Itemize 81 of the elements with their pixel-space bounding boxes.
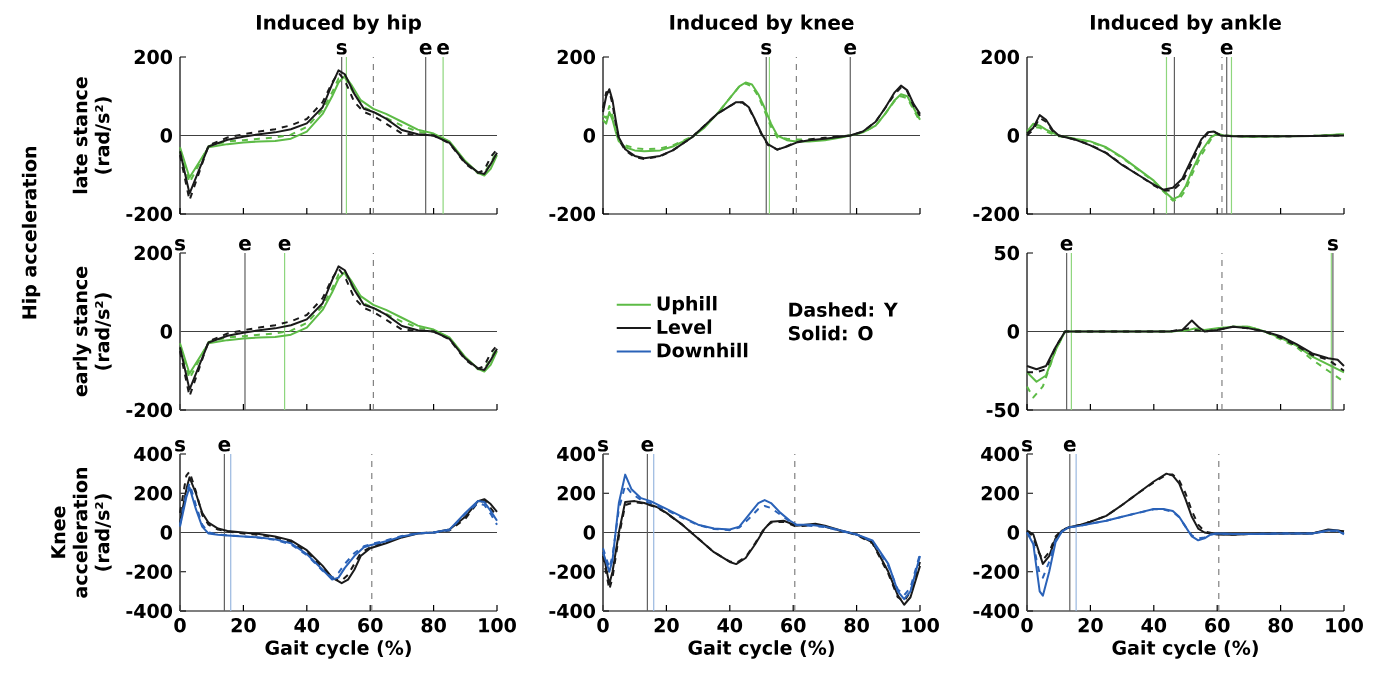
x-tick-label: 60 [1205,618,1230,633]
x-tick-label: 40 [717,618,743,633]
text: Hip acceleration [21,146,41,319]
x-tick-label: 0 [1021,618,1033,633]
y-tick-label: -200 [549,206,596,222]
y-tick-label: 50 [994,245,1020,261]
y-tick-label: 0 [583,525,596,540]
y-tick-label: -200 [973,564,1020,579]
y-tick-label: 400 [134,446,173,462]
y-tick-label: 0 [1007,525,1020,540]
x-axis-title: Gait cycle (%) [1112,640,1258,659]
y-axis-title: early stance (rad/s²) [72,266,112,397]
y-tick-label: 0 [1007,128,1020,143]
ref-line-label: e [437,43,449,55]
ref-line-label: e [1220,43,1233,55]
y-tick-label: -400 [549,603,596,619]
x-tick-label: 0 [597,618,609,633]
y-tick-label: -400 [973,603,1020,619]
x-tick-label: 40 [294,618,320,633]
y-tick-label: -200 [126,402,173,418]
ref-line-label: e [1060,239,1073,251]
y-tick-label: 0 [160,128,173,143]
y-tick-label: 200 [134,486,173,501]
legend-label: Level [657,319,712,335]
y-tick-label: -50 [986,402,1020,418]
y-tick-label: 200 [981,49,1020,65]
y-axis-title: Knee acceleration (rad/s²) [51,467,112,598]
y-tick-label: 0 [160,525,173,540]
ref-line-label: e [239,239,251,251]
y-tick-label: 400 [557,446,596,462]
x-tick-label: 100 [1326,618,1363,633]
y-tick-label: 0 [160,324,173,339]
y-tick-label: 400 [981,446,1020,462]
ref-line-label: e [278,239,291,251]
x-tick-label: 60 [358,618,383,633]
y-tick-label: -200 [549,564,596,579]
ref-line-label: e [218,440,231,452]
y-tick-label: -200 [126,564,173,579]
text: Dashed: Y [789,302,898,317]
x-tick-label: 40 [1141,618,1167,633]
x-tick-label: 100 [902,618,939,633]
y-tick-label: 200 [134,245,173,261]
y-tick-label: 200 [557,486,596,501]
x-tick-label: 0 [174,618,186,633]
ref-line-label: s [336,43,347,55]
ref-line-label: s [761,43,772,55]
x-tick-label: 60 [781,618,806,633]
x-axis-title: Gait cycle (%) [265,640,411,659]
y-tick-label: 0 [583,128,596,143]
x-tick-label: 80 [1268,618,1293,633]
ref-line-label: s [175,440,186,452]
y-tick-label: -200 [973,206,1020,222]
x-tick-label: 20 [654,618,679,633]
x-tick-label: 20 [231,618,256,633]
y-tick-label: 200 [134,49,173,65]
ref-line-label: s [175,239,186,251]
y-tick-label: 0 [1007,324,1020,339]
ref-line-label: e [419,43,432,55]
x-axis-title: Gait cycle (%) [688,640,834,659]
x-tick-label: 20 [1078,618,1103,633]
y-tick-label: 200 [557,49,596,65]
y-tick-label: -400 [126,603,173,619]
legend-label: Uphill [657,295,717,315]
ref-line-label: e [844,43,857,55]
legend-label: Downhill [657,342,748,358]
ref-line-label: s [1161,43,1172,55]
x-tick-label: 100 [479,618,516,633]
x-tick-label: 80 [421,618,446,633]
ref-line-label: s [1327,239,1338,251]
y-axis-title: late stance (rad/s²) [72,77,112,194]
y-tick-label: 200 [981,486,1020,501]
chart-title: Induced by hip [257,14,421,34]
ref-line-label: e [641,440,654,452]
ref-line-label: e [1063,440,1076,452]
ref-line-label: s [598,440,609,452]
text: Solid: O [788,325,873,341]
x-tick-label: 80 [844,618,869,633]
ref-line-label: s [1022,440,1033,452]
chart-title: Induced by knee [670,14,854,34]
chart-title: Induced by ankle [1091,14,1281,34]
y-tick-label: -200 [126,206,173,222]
